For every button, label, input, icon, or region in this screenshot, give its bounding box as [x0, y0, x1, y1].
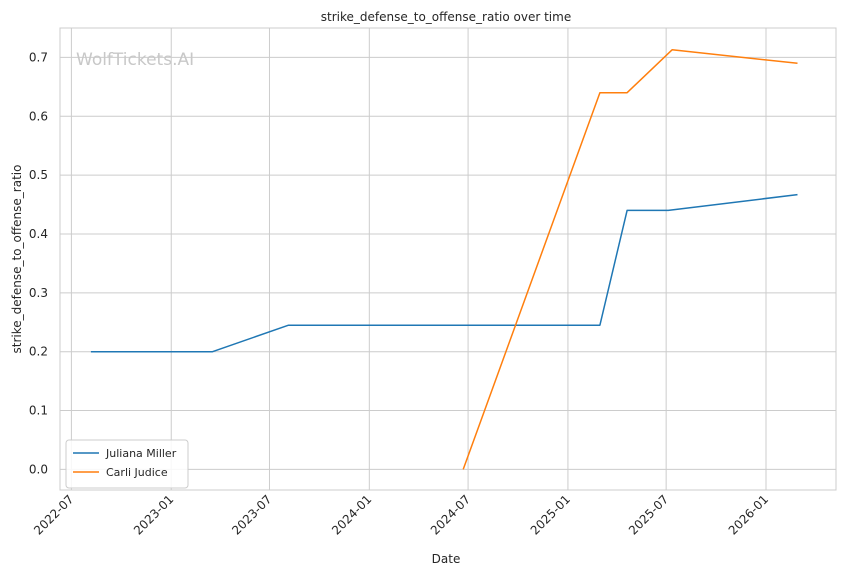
legend: Juliana Miller Carli Judice [65, 439, 189, 489]
data-point [625, 90, 630, 95]
legend-label: Carli Judice [106, 466, 168, 479]
data-point [88, 349, 93, 354]
y-tick-label: 0.2 [29, 345, 48, 359]
data-point [625, 208, 630, 213]
data-point [597, 323, 602, 328]
y-tick-label: 0.0 [29, 462, 48, 476]
legend-label: Juliana Miller [105, 447, 177, 460]
data-point [670, 47, 675, 52]
y-tick-label: 0.4 [29, 227, 48, 241]
data-point [461, 467, 466, 472]
data-point [210, 349, 215, 354]
data-point [597, 90, 602, 95]
chart-title: strike_defense_to_offense_ratio over tim… [321, 10, 571, 24]
y-tick-labels: 0.0 0.1 0.2 0.3 0.4 0.5 0.6 0.7 [29, 50, 48, 476]
watermark: WolfTickets.AI [76, 50, 194, 70]
y-tick-label: 0.5 [29, 168, 48, 182]
y-axis-title: strike_defense_to_offense_ratio [10, 165, 24, 354]
y-tick-label: 0.7 [29, 50, 48, 64]
plot-frame [59, 27, 837, 491]
series-line-0 [90, 193, 798, 353]
data-point [286, 323, 291, 328]
y-tick-label: 0.3 [29, 286, 48, 300]
y-tick-label: 0.6 [29, 109, 48, 123]
series-line-1 [462, 49, 798, 470]
y-tick-label: 0.1 [29, 404, 48, 418]
data-point [795, 61, 800, 66]
data-point [666, 208, 671, 213]
series-layer [88, 47, 800, 472]
x-axis-title: Date [432, 552, 461, 566]
legend-box [65, 439, 189, 489]
data-point [795, 192, 800, 197]
